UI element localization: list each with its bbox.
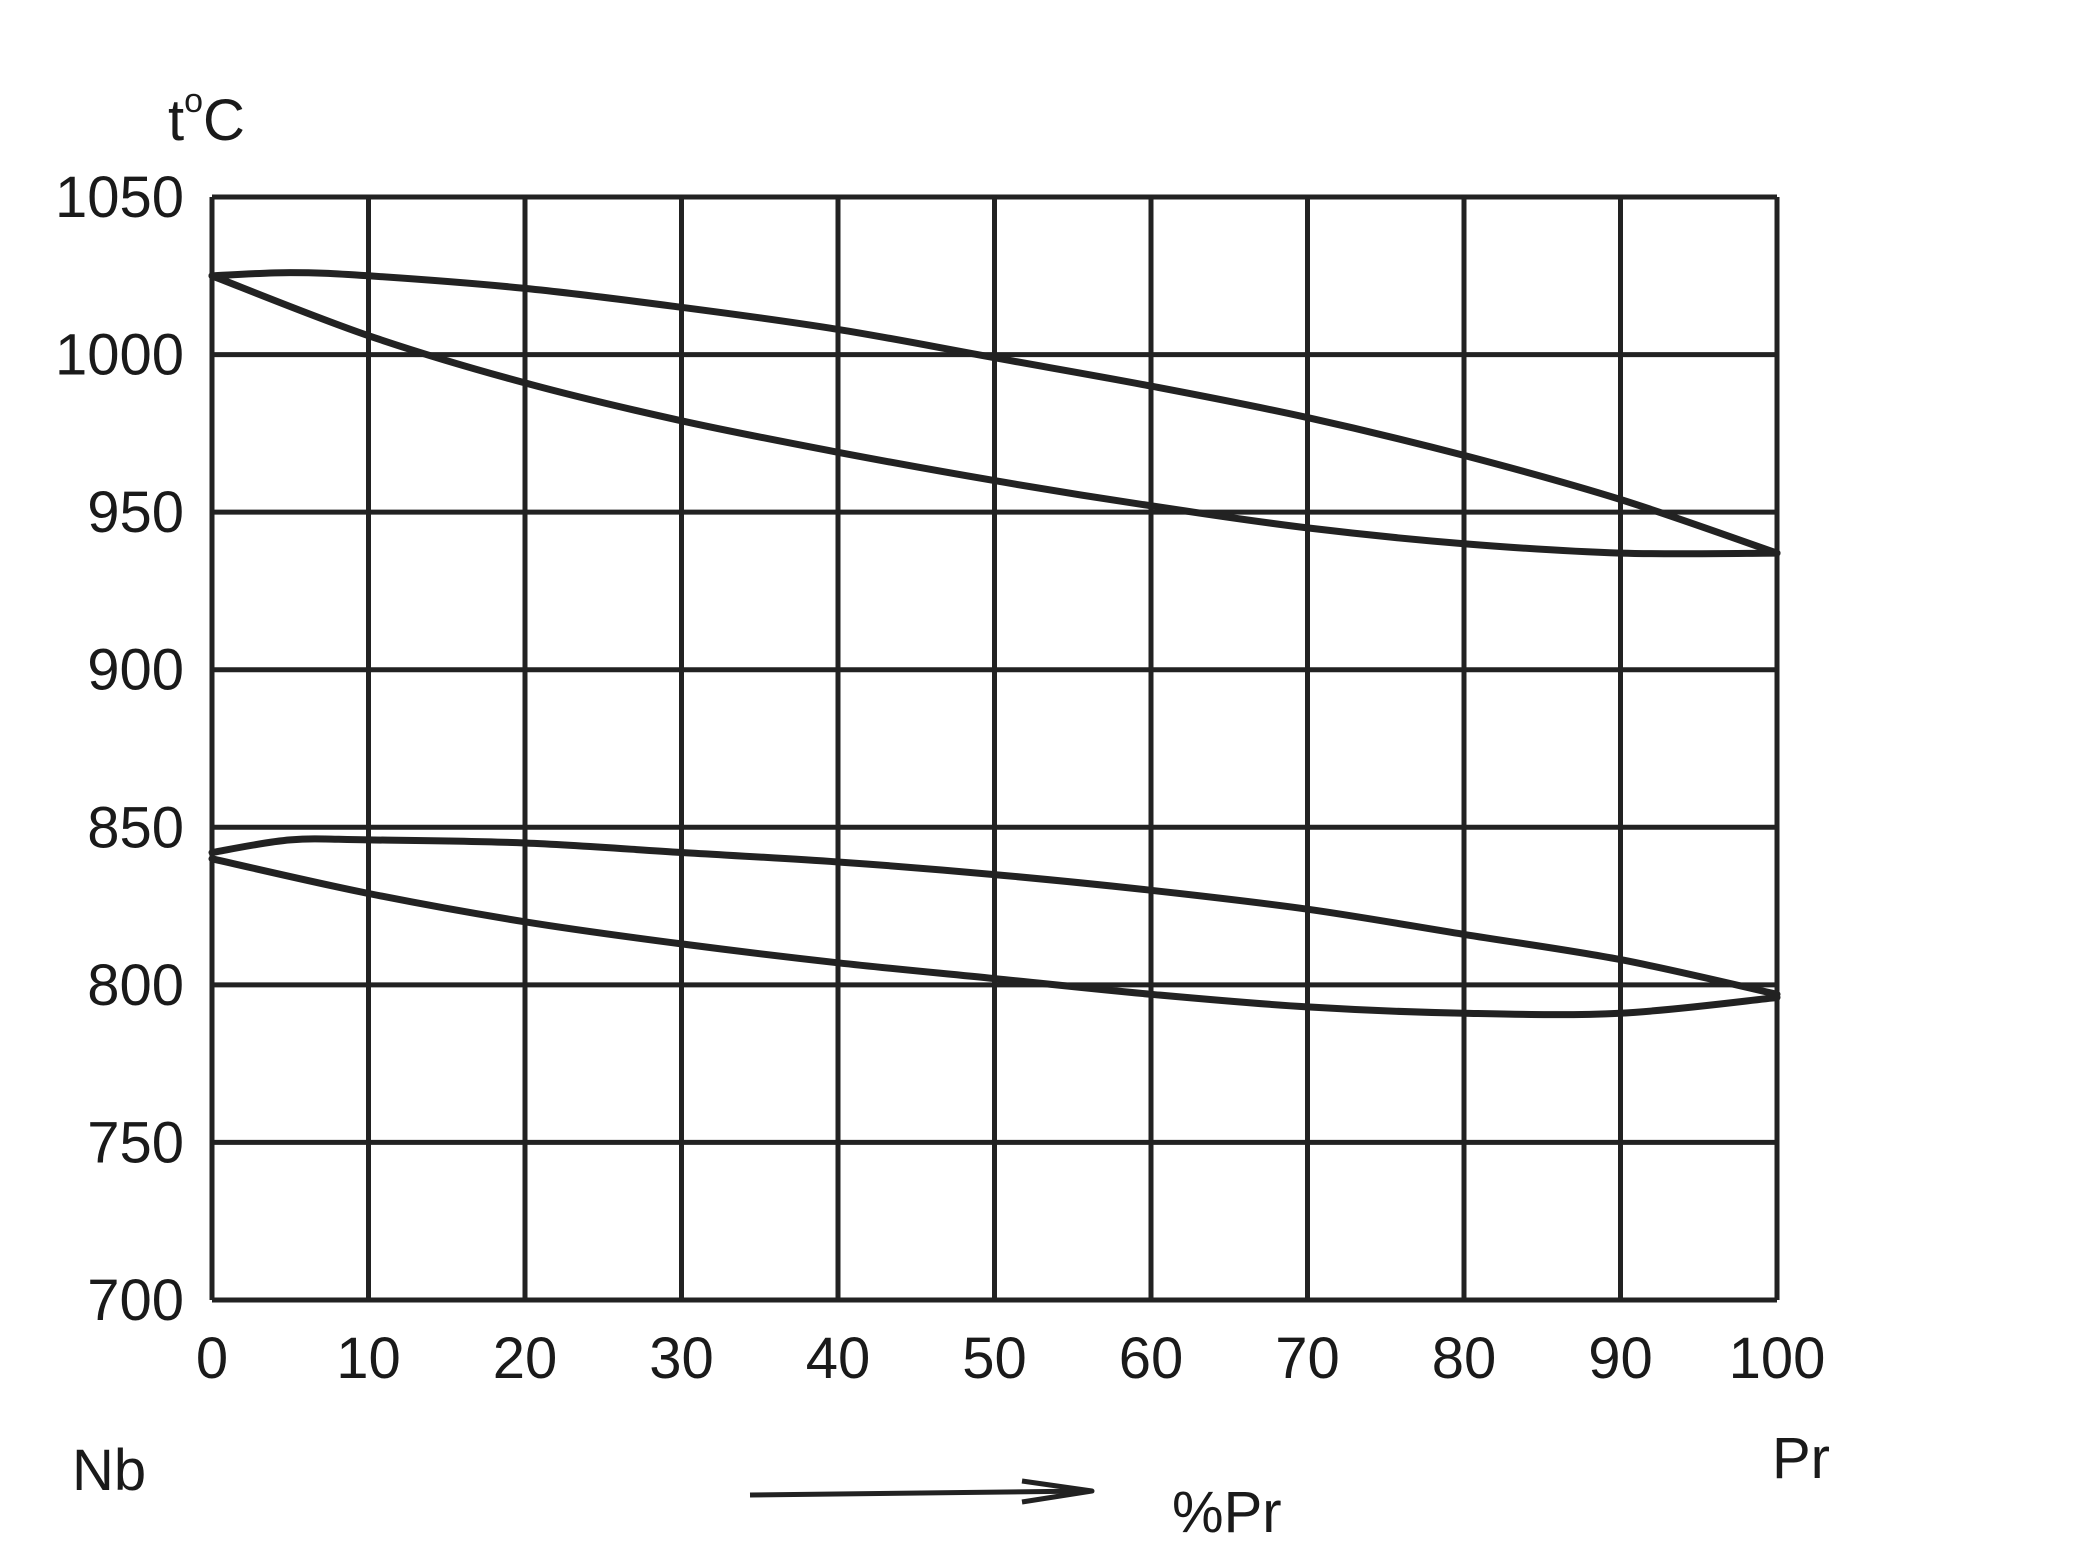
y-tick-label-800: 800 [87, 953, 184, 1018]
x-tick-label-50: 50 [962, 1326, 1027, 1391]
y-tick-label-1000: 1000 [55, 323, 184, 388]
x-tick-label-60: 60 [1119, 1326, 1184, 1391]
series-line-1 [208, 269, 1781, 557]
y-tick-label-700: 700 [87, 1268, 184, 1333]
x-axis-arrow-line [749, 1488, 1091, 1498]
y-tick-label-950: 950 [87, 480, 184, 545]
x-tick-label-90: 90 [1588, 1326, 1653, 1391]
y-tick-label-1050: 1050 [55, 165, 184, 230]
series-line-2 [208, 272, 1781, 558]
x-tick-label-0: 0 [196, 1326, 228, 1391]
chart-curves [208, 269, 1781, 1019]
x-tick-label-10: 10 [336, 1326, 401, 1391]
x-tick-label-40: 40 [806, 1326, 871, 1391]
series-line-3 [208, 835, 1781, 998]
x-axis-title: %Pr [1172, 1480, 1282, 1545]
series-line-4 [208, 855, 1781, 1019]
y-tick-label-900: 900 [87, 638, 184, 703]
x-tick-label-30: 30 [649, 1326, 714, 1391]
y-axis-title: toC [168, 82, 245, 153]
x-axis-ticks: 0 10 20 30 40 50 60 70 80 90 100 [196, 1326, 1826, 1391]
arrow-head-icon [1021, 1478, 1095, 1505]
y-tick-label-750: 750 [87, 1110, 184, 1175]
y-axis-ticks: 1050 1000 950 900 850 800 750 700 [55, 165, 184, 1333]
left-component-label: Nb [72, 1438, 146, 1503]
x-tick-label-20: 20 [493, 1326, 558, 1391]
right-component-label: Pr [1772, 1426, 1830, 1491]
y-tick-label-850: 850 [87, 795, 184, 860]
x-tick-label-100: 100 [1729, 1326, 1826, 1391]
x-tick-label-70: 70 [1275, 1326, 1340, 1391]
x-tick-label-80: 80 [1432, 1326, 1497, 1391]
